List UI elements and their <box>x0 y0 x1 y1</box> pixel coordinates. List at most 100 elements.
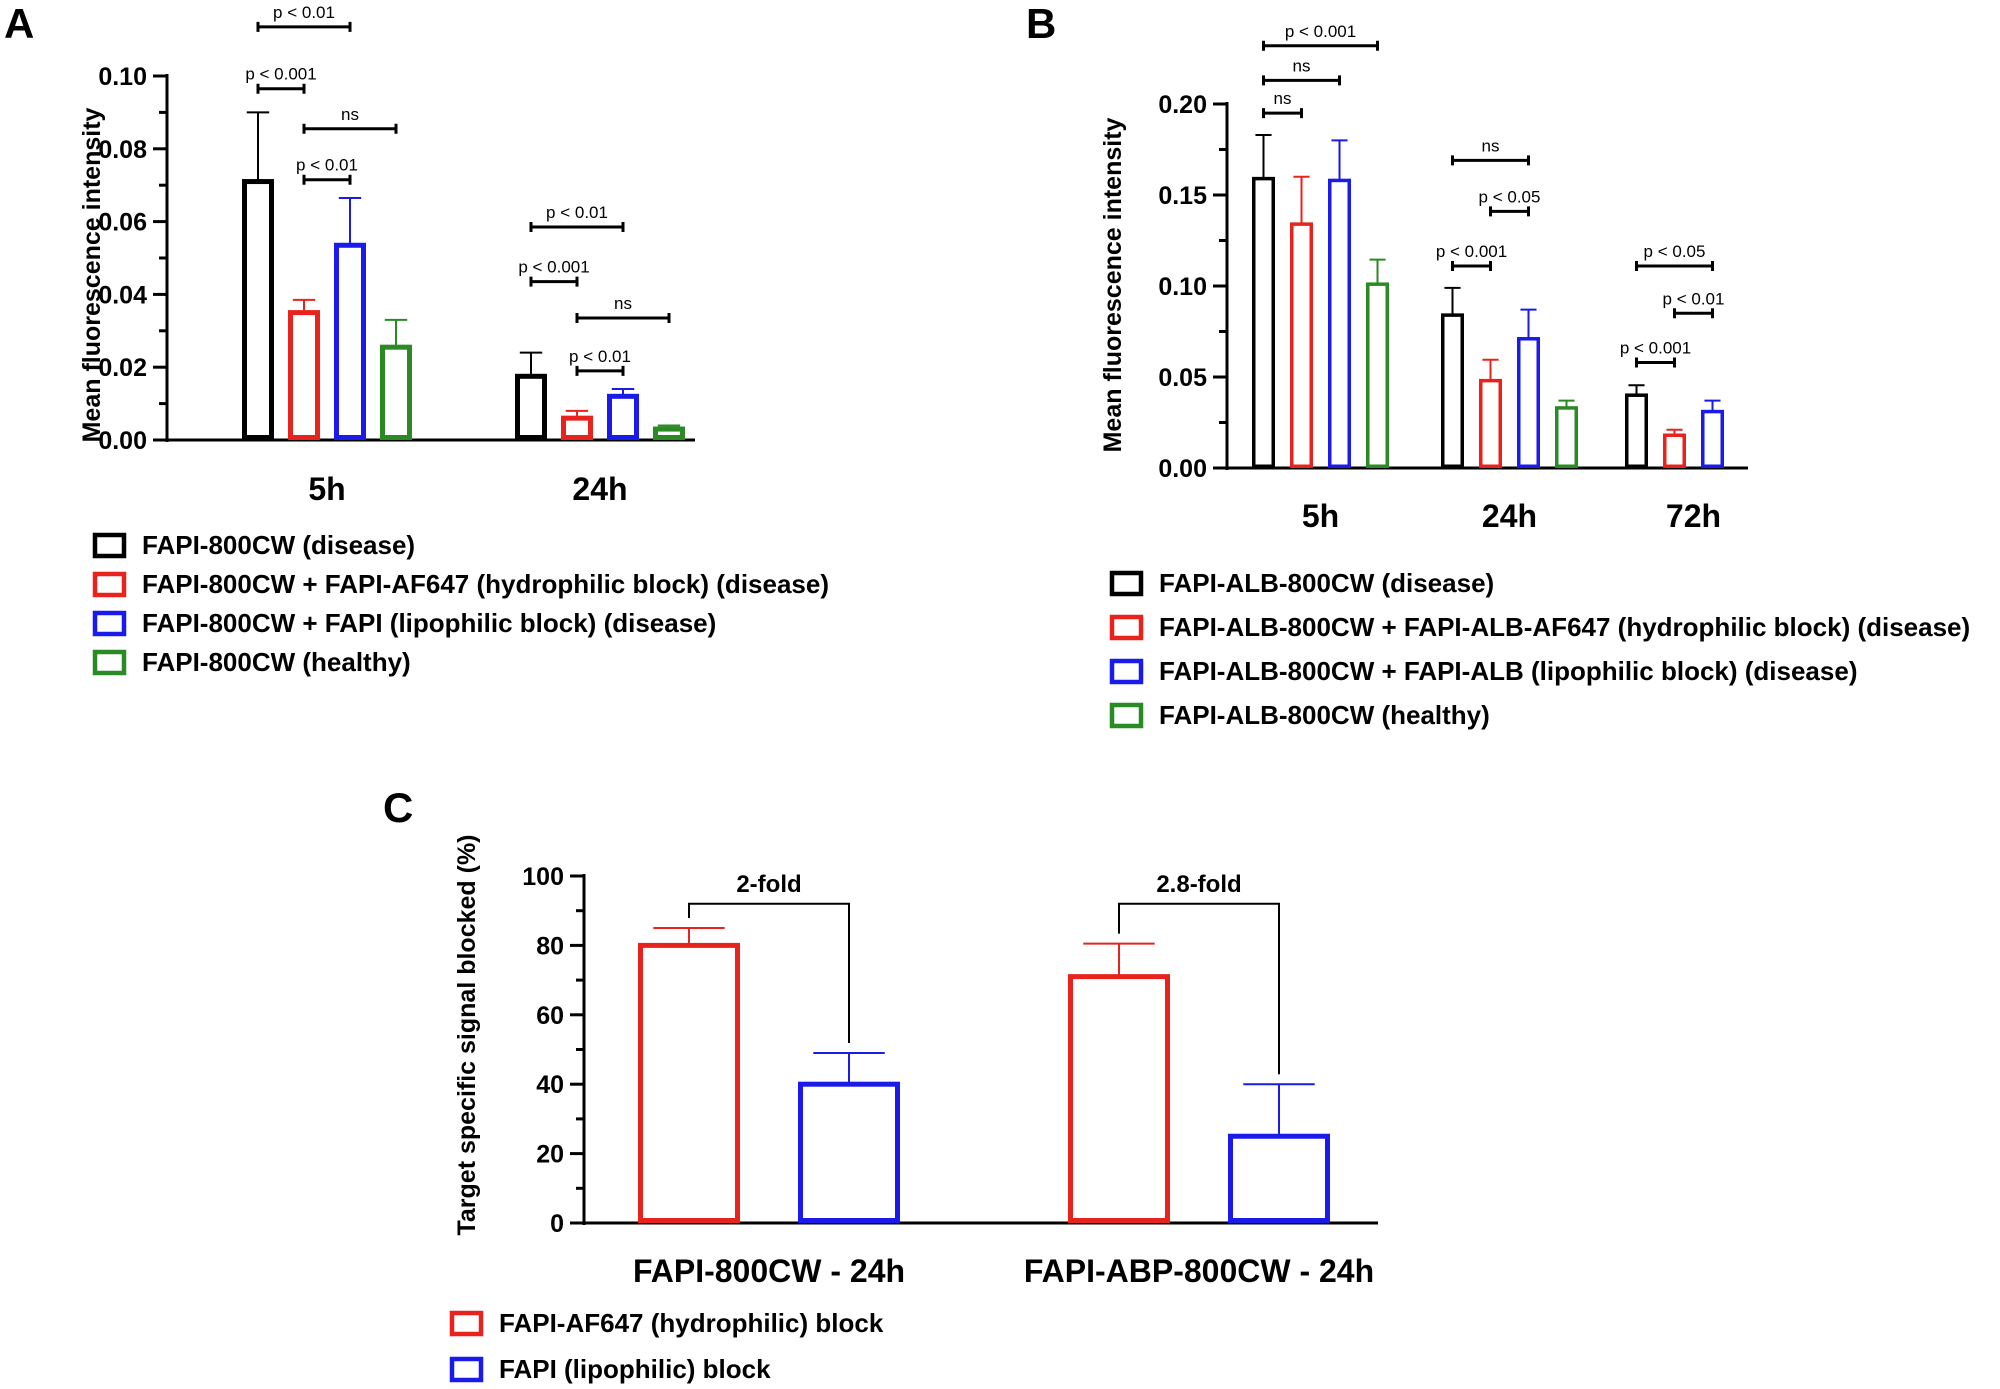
panel-a-bar <box>653 426 685 440</box>
panel-a-bar <box>288 310 320 441</box>
panel-a-significance-bracket <box>575 365 625 376</box>
panel-a-significance-bracket <box>529 222 625 233</box>
panel-b-significance-label: ns <box>1274 89 1292 108</box>
panel-b-legend-label: FAPI-ALB-800CW (disease) <box>1159 568 1494 598</box>
panel-a-letter: A <box>4 0 34 47</box>
panel-a-legend-swatch <box>92 610 127 637</box>
panel-a-significance-bracket <box>256 21 352 32</box>
panel-c-legend-swatch <box>449 1310 484 1337</box>
panel-b-y-tick-label: 0.20 <box>1158 91 1207 119</box>
panel-b-bar <box>1366 282 1389 468</box>
panel-a-bar <box>515 373 547 440</box>
panel-b-significance-label: ns <box>1482 136 1500 155</box>
panel-b-y-tick-label: 0.10 <box>1158 273 1207 301</box>
panel-a-significance-label: p < 0.01 <box>569 347 631 366</box>
panel-a-significance-bracket <box>529 276 579 287</box>
panel-b-significance-label: p < 0.001 <box>1436 242 1507 261</box>
panel-a-legend-label: FAPI-800CW (disease) <box>142 530 415 560</box>
panel-b-significance-bracket <box>1262 108 1303 119</box>
panel-b-bar <box>1328 178 1351 468</box>
panel-c-y-tick-label: 0 <box>550 1210 564 1238</box>
panel-b-bar <box>1701 409 1724 468</box>
panel-b-legend-swatch <box>1109 702 1144 729</box>
panel-b-significance-label: ns <box>1293 56 1311 75</box>
panel-b-bar <box>1252 176 1275 468</box>
panel-a-significance-label: ns <box>341 105 359 124</box>
panel-c-y-tick-label: 80 <box>536 932 564 960</box>
panel-b-legend-label: FAPI-ALB-800CW + FAPI-ALB-AF647 (hydroph… <box>1159 612 1970 642</box>
panel-b-significance-bracket <box>1635 357 1676 368</box>
panel-c-y-tick-label: 60 <box>536 1002 564 1030</box>
panel-a-y-tick-label: 0.04 <box>98 281 147 309</box>
panel-b-significance-label: p < 0.05 <box>1644 242 1706 261</box>
panel-a-bar <box>334 242 366 440</box>
panel-c-y-tick-label: 40 <box>536 1071 564 1099</box>
panel-a-bar <box>561 415 593 441</box>
panel-c-fold-bracket <box>688 902 850 1043</box>
panel-b-significance-bracket <box>1673 308 1714 319</box>
panel-a-legend-label: FAPI-800CW (healthy) <box>142 647 411 677</box>
panel-a-y-tick-label: 0.08 <box>98 136 147 164</box>
panel-b-significance-label: p < 0.01 <box>1663 289 1725 308</box>
panel-b-significance-bracket <box>1635 260 1714 271</box>
panel-a-legend-swatch <box>92 532 127 559</box>
panel-a-y-tick-label: 0.00 <box>98 427 147 455</box>
panel-b-bar <box>1290 222 1313 468</box>
panel-a-significance-label: p < 0.001 <box>245 65 316 84</box>
panel-a-category-label: 5h <box>308 471 345 507</box>
panel-a-category-label: 24h <box>572 471 627 507</box>
legends: FAPI-800CW (disease) FAPI-800CW + FAPI-AF… <box>92 530 1970 1384</box>
panel-a-legend-swatch <box>92 571 127 598</box>
panel-c-letter: C <box>383 784 413 831</box>
panel-b-significance-bracket <box>1489 206 1530 217</box>
panel-b-bar <box>1517 337 1540 468</box>
panel-b-significance-label: p < 0.001 <box>1285 22 1356 41</box>
panel-c-fold-label: 2-fold <box>736 871 801 898</box>
panel-b-category-label: 5h <box>1302 498 1339 534</box>
panel-c-category-label: FAPI-800CW - 24h <box>633 1253 905 1289</box>
panel-c-legend-label: FAPI-AF647 (hydrophilic) block <box>499 1308 884 1338</box>
panel-a-bar <box>380 344 412 440</box>
panel-c-y-tick-label: 100 <box>522 863 564 891</box>
panel-b-bar <box>1441 313 1464 468</box>
panel-c-category-label: FAPI-ABP-800CW - 24h <box>1024 1253 1374 1289</box>
panel-c-bar <box>798 1081 900 1223</box>
panel-c-fold-label: 2.8-fold <box>1156 871 1241 898</box>
panel-c-legend-label: FAPI (lipophilic) block <box>499 1354 771 1384</box>
panel-b-significance-bracket <box>1262 75 1341 86</box>
panel-b-category-label: 72h <box>1666 498 1721 534</box>
panel-b-legend-label: FAPI-ALB-800CW (healthy) <box>1159 700 1490 730</box>
panel-a-significance-bracket <box>575 313 671 324</box>
panel-a-significance-label: ns <box>614 294 632 313</box>
panel-a-y-tick-label: 0.10 <box>98 63 147 91</box>
panel-a-legend-swatch <box>92 649 127 676</box>
panel-b-letter: B <box>1026 0 1056 47</box>
panel-c-y-axis-title: Target specific signal blocked (%) <box>453 834 481 1235</box>
panel-b-y-tick-label: 0.15 <box>1158 182 1207 210</box>
panel-b-bar <box>1555 406 1578 469</box>
panel-b-significance-label: p < 0.001 <box>1620 338 1691 357</box>
panel-a-significance-bracket <box>256 83 306 94</box>
panel-c-bar <box>1228 1133 1330 1223</box>
panel-b-legend-swatch <box>1109 570 1144 597</box>
panel-c-fold-bracket <box>1118 902 1280 1075</box>
panel-b-significance-label: p < 0.05 <box>1479 187 1541 206</box>
panel-b-significance-bracket <box>1262 40 1379 51</box>
panel-a-y-tick-label: 0.02 <box>98 354 147 382</box>
panel-a-y-tick-label: 0.06 <box>98 209 147 237</box>
panel-a-legend-label: FAPI-800CW + FAPI-AF647 (hydrophilic blo… <box>142 569 829 599</box>
panel-a-significance-bracket <box>302 123 398 134</box>
panel-c-bar <box>1068 974 1170 1223</box>
panel-b-legend-swatch <box>1109 658 1144 685</box>
panel-a-significance-label: p < 0.001 <box>518 258 589 277</box>
panel-a-bar <box>607 393 639 441</box>
panel-a-significance-bracket <box>302 174 352 185</box>
panel-b-legend-label: FAPI-ALB-800CW + FAPI-ALB (lipophilic bl… <box>1159 656 1857 686</box>
panel-a-significance-label: p < 0.01 <box>546 203 608 222</box>
panel-b-bar <box>1663 433 1686 468</box>
panel-a-legend-label: FAPI-800CW + FAPI (lipophilic block) (di… <box>142 608 716 638</box>
panel-b-y-tick-label: 0.00 <box>1158 455 1207 483</box>
panel-a-significance-label: p < 0.01 <box>273 3 335 22</box>
